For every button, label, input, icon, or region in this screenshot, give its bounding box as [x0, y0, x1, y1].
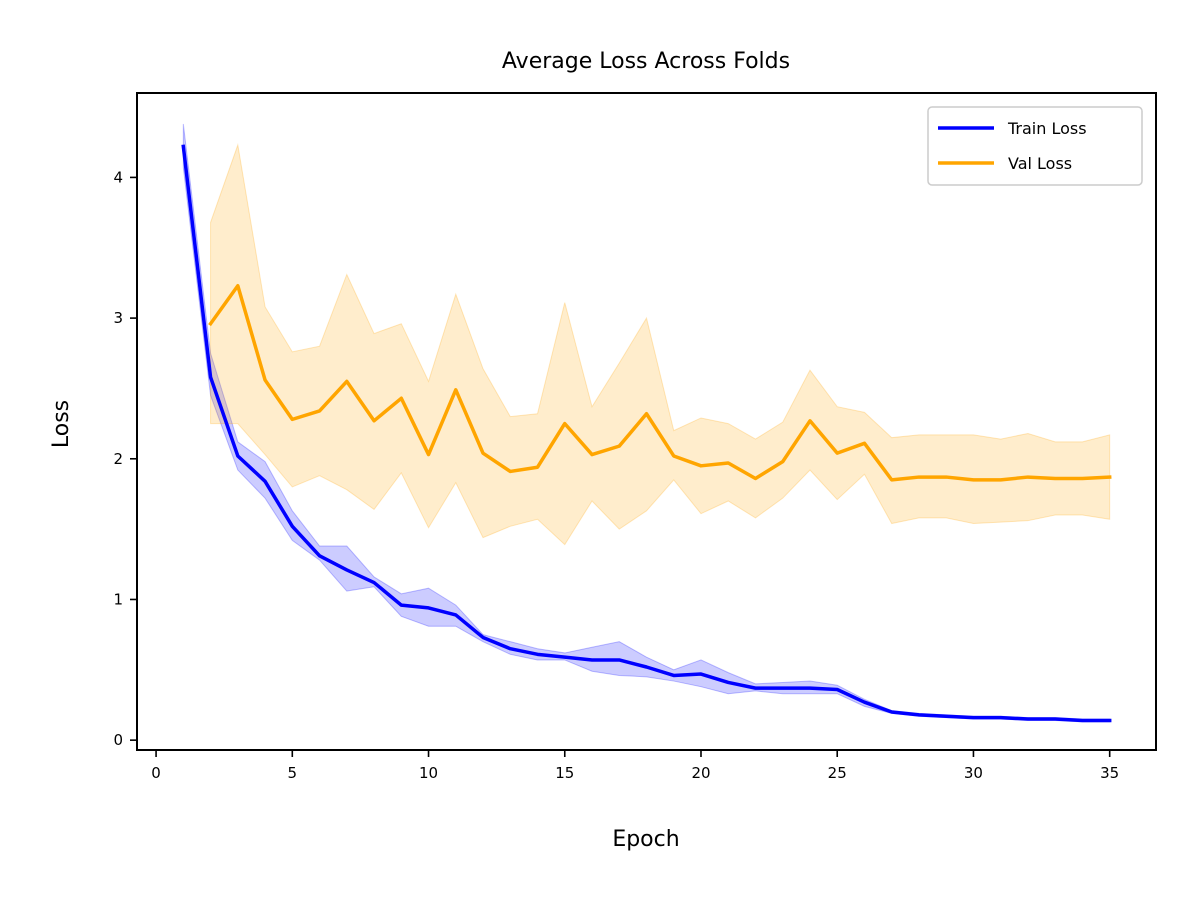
x-tick-label: 15: [555, 764, 574, 782]
y-tick-label: 1: [113, 590, 123, 608]
legend-label-val-loss: Val Loss: [1008, 154, 1072, 173]
plot-area: [181, 123, 1112, 723]
val-loss-confidence-band: [210, 143, 1111, 546]
y-tick-label: 4: [113, 168, 123, 186]
axes-frame: [136, 92, 1157, 751]
axes: 0 5 10 15 20 25 30 35 0 1 2 3 4: [113, 92, 1157, 782]
y-tick-label: 2: [113, 450, 123, 468]
train-loss-line: [181, 144, 1112, 723]
val-loss-line: [208, 283, 1112, 482]
legend: Train Loss Val Loss: [927, 106, 1143, 186]
y-axis-label: Loss: [49, 400, 74, 448]
legend-label-train-loss: Train Loss: [1007, 119, 1087, 138]
x-tick-label: 10: [419, 764, 438, 782]
x-axis-label: Epoch: [612, 827, 679, 852]
y-tick-label: 3: [113, 309, 123, 327]
x-tick-label: 30: [964, 764, 983, 782]
x-tick-label: 0: [151, 764, 161, 782]
x-tick-label: 5: [288, 764, 298, 782]
chart-title: Average Loss Across Folds: [502, 49, 790, 74]
x-tick-label: 20: [691, 764, 710, 782]
x-tick-label: 25: [828, 764, 847, 782]
y-tick-label: 0: [113, 731, 123, 749]
x-tick-label: 35: [1100, 764, 1119, 782]
